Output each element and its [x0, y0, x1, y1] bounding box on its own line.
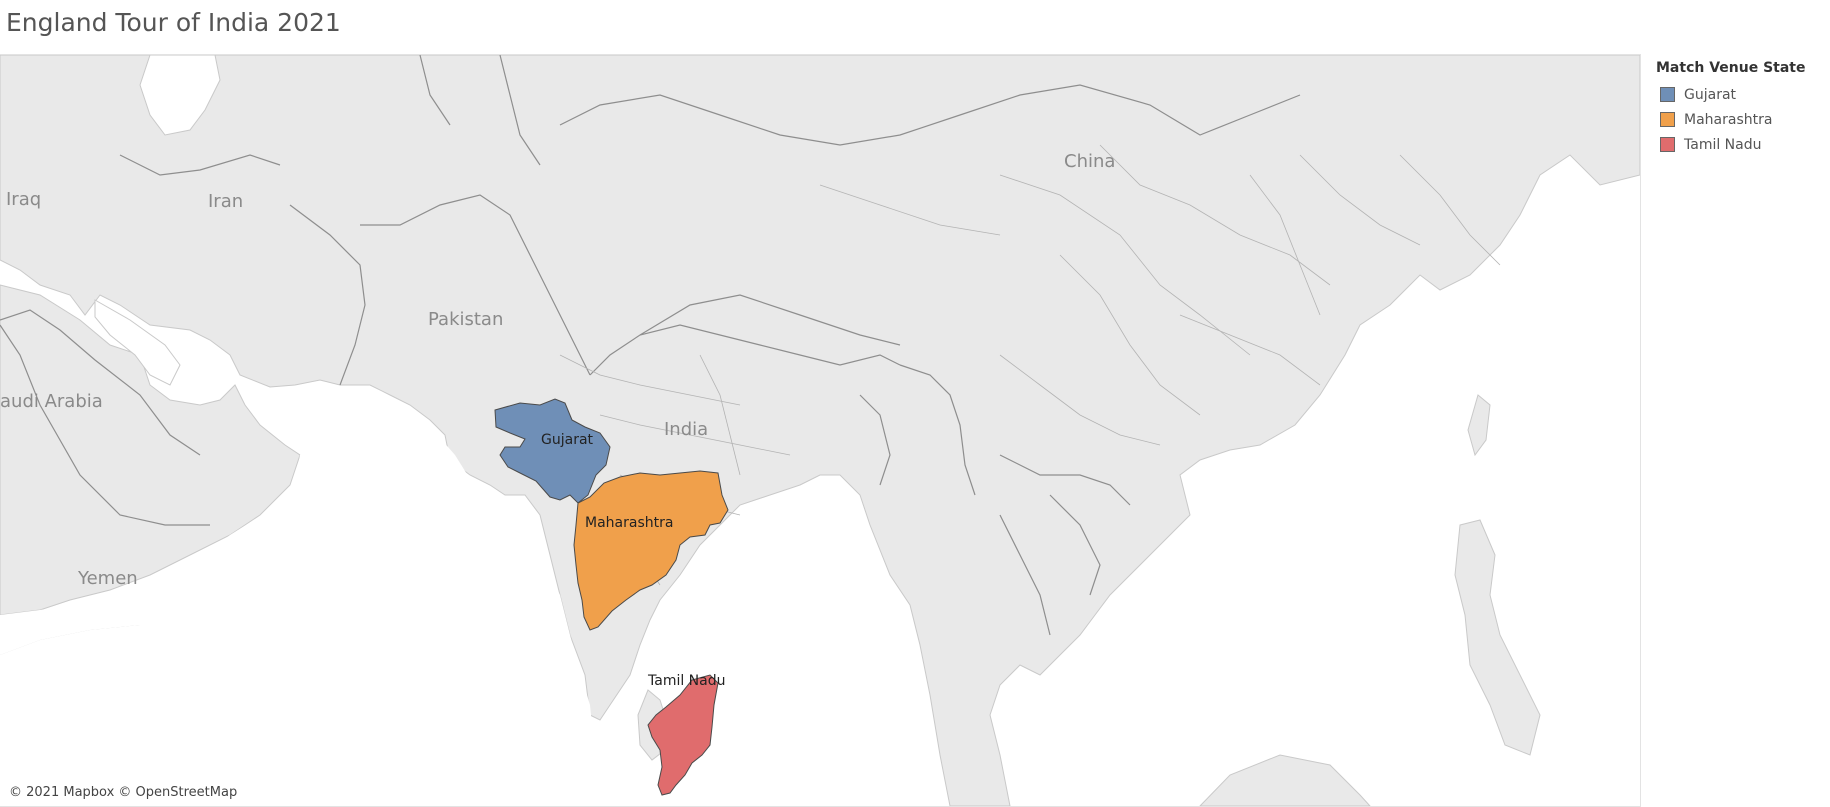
state-tamil-nadu[interactable] — [647, 674, 719, 796]
label-gujarat: Gujarat — [541, 432, 594, 448]
legend-title: Match Venue State — [1656, 60, 1806, 76]
legend-label-gujarat: Gujarat — [1684, 86, 1737, 103]
legend-item-tamil-nadu[interactable]: Tamil Nadu — [1656, 132, 1826, 157]
gulf-of-aden — [0, 595, 175, 655]
label-pakistan: Pakistan — [428, 309, 503, 330]
legend-item-gujarat[interactable]: Gujarat — [1656, 82, 1826, 107]
label-maharashtra: Maharashtra — [585, 515, 673, 531]
persian-gulf — [94, 299, 181, 386]
land-philippines — [1454, 519, 1541, 756]
legend: Match Venue State Gujarat Maharashtra Ta… — [1656, 60, 1826, 157]
label-tamil-nadu: Tamil Nadu — [647, 673, 726, 689]
legend-label-maharashtra: Maharashtra — [1684, 111, 1773, 128]
label-india: India — [664, 419, 708, 440]
legend-swatch-maharashtra — [1660, 112, 1675, 127]
map-title: England Tour of India 2021 — [6, 8, 341, 37]
label-iran: Iran — [208, 191, 243, 212]
state-gujarat[interactable] — [494, 398, 611, 504]
caspian-sea — [139, 55, 221, 136]
map-canvas[interactable]: Iraq Iran Pakistan audi Arabia Yemen Ind… — [0, 55, 1640, 806]
label-saudi-arabia: audi Arabia — [0, 391, 103, 412]
province-borders — [559, 144, 1501, 586]
land-asia-mainland — [0, 55, 1640, 806]
label-yemen: Yemen — [77, 568, 138, 589]
state-maharashtra[interactable] — [573, 470, 729, 631]
land-taiwan — [1467, 394, 1491, 457]
legend-swatch-tamil-nadu — [1660, 137, 1675, 152]
arabian-sea — [0, 395, 600, 806]
country-borders — [0, 55, 1301, 636]
south-china-sea — [1060, 465, 1490, 806]
land-southeast-islands — [1199, 754, 1371, 806]
legend-label-tamil-nadu: Tamil Nadu — [1684, 136, 1762, 153]
legend-item-maharashtra[interactable]: Maharashtra — [1656, 107, 1826, 132]
map-view[interactable]: Iraq Iran Pakistan audi Arabia Yemen Ind… — [0, 54, 1641, 807]
map-attribution[interactable]: © 2021 Mapbox © OpenStreetMap — [9, 785, 238, 800]
bay-of-bengal — [670, 485, 915, 806]
label-china: China — [1064, 151, 1115, 172]
label-iraq: Iraq — [6, 189, 41, 210]
legend-swatch-gujarat — [1660, 87, 1675, 102]
